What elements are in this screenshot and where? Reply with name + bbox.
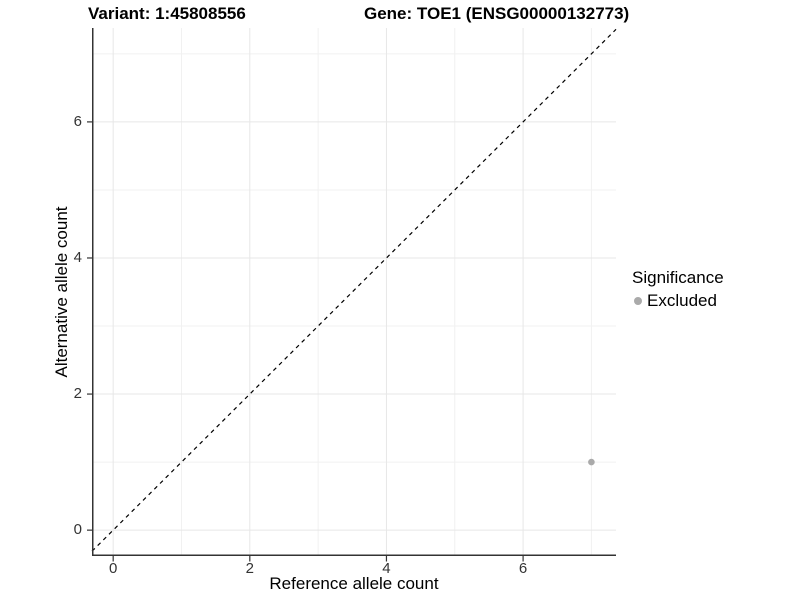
plot-panel xyxy=(87,28,617,562)
identity-line xyxy=(91,28,617,552)
data-point xyxy=(588,458,595,466)
y-axis-title: Alternative allele count xyxy=(52,206,71,378)
x-tick-label: 0 xyxy=(109,560,118,577)
legend-item-excluded: Excluded xyxy=(632,291,724,311)
plot-title-gene: Gene: TOE1 (ENSG00000132773) xyxy=(364,4,630,23)
y-tick-label: 4 xyxy=(73,248,82,266)
plot-title-variant: Variant: 1:45808556 xyxy=(88,4,246,23)
x-tick-label: 2 xyxy=(245,560,254,577)
x-axis-title: Reference allele count xyxy=(269,574,439,593)
x-tick-label: 6 xyxy=(518,560,528,577)
y-tick-label: 2 xyxy=(73,385,82,403)
circle-marker-icon xyxy=(634,297,642,305)
legend-item-label: Excluded xyxy=(647,291,717,310)
y-tick-label: 0 xyxy=(73,521,82,539)
legend-title: Significance xyxy=(632,268,724,287)
y-tick-label: 6 xyxy=(73,112,82,130)
x-tick-label: 4 xyxy=(382,560,391,577)
legend: Significance Excluded xyxy=(632,268,724,311)
